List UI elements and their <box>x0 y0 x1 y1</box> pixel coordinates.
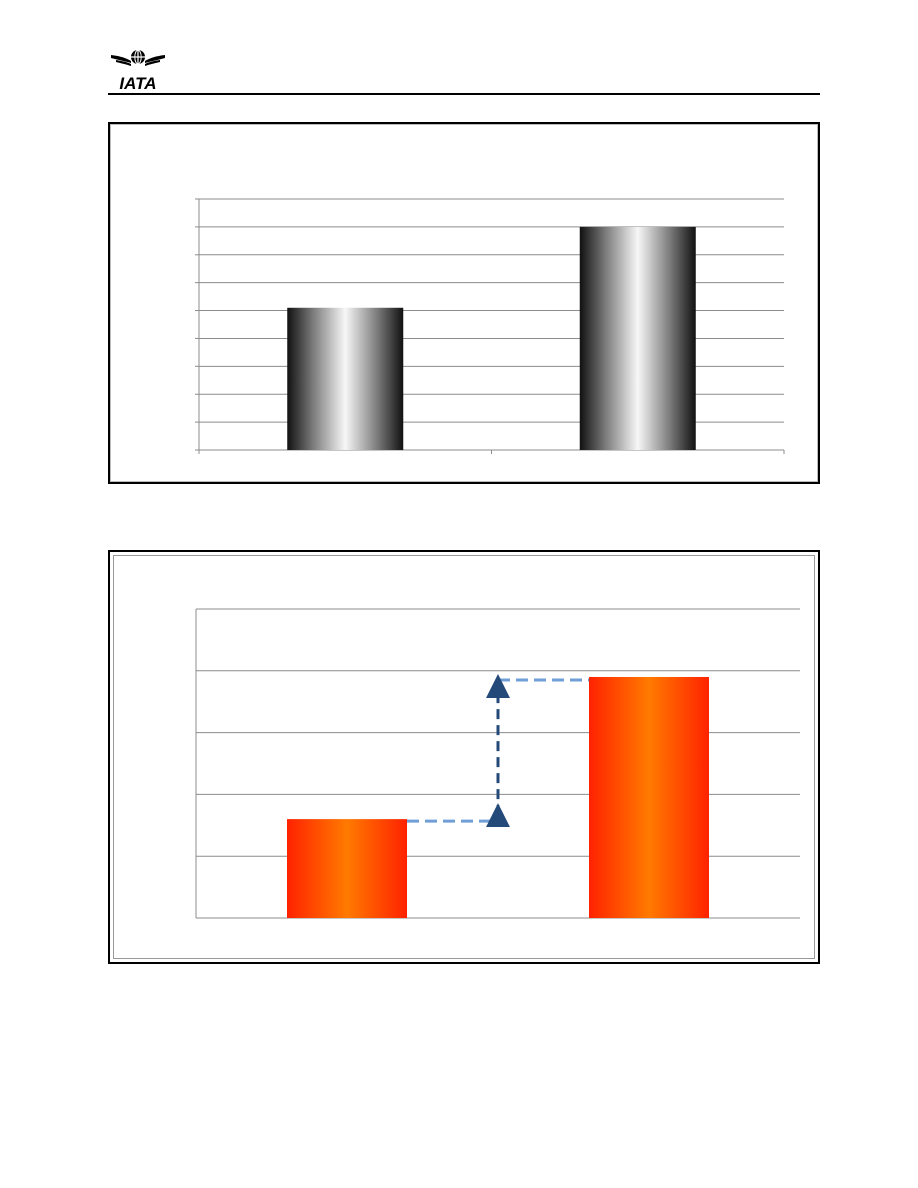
iata-globe-wings-icon <box>111 49 165 66</box>
bar-chart-1 <box>195 198 785 454</box>
page-header: IATA <box>108 40 822 96</box>
bar <box>579 226 696 450</box>
bar <box>287 819 407 918</box>
logo-text: IATA <box>119 74 156 93</box>
iata-logo: IATA <box>111 49 165 93</box>
header-divider <box>108 93 820 95</box>
bar-chart-2 <box>195 608 800 919</box>
chart-panel-1 <box>108 122 820 484</box>
chart-panel-2 <box>108 550 820 964</box>
bar <box>287 307 404 450</box>
bar <box>589 676 709 918</box>
chart-panel-2-inner-border <box>113 555 815 959</box>
